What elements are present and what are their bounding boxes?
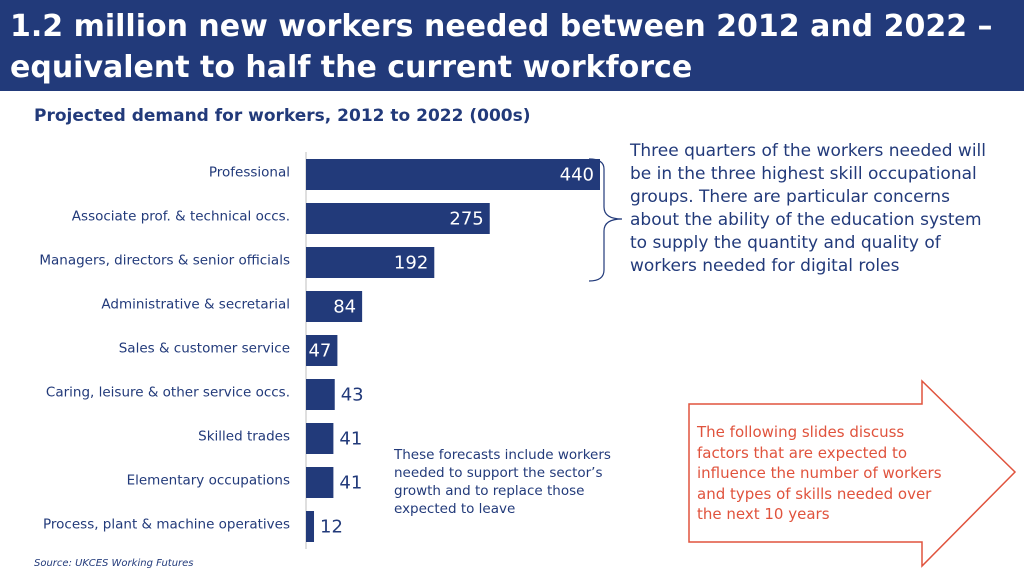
data-label: 43 <box>341 385 364 406</box>
forecast-note: These forecasts include workers needed t… <box>394 447 611 517</box>
data-label: 440 <box>560 165 594 186</box>
category-label: Administrative & secretarial <box>101 297 290 313</box>
data-label: 192 <box>394 253 428 274</box>
page-title: 1.2 million new workers needed between 2… <box>10 9 993 85</box>
data-label: 41 <box>339 429 362 450</box>
source-note: Source: UKCES Working Futures <box>34 558 194 569</box>
category-label: Associate prof. & technical occs. <box>72 209 290 225</box>
category-label: Managers, directors & senior officials <box>39 253 290 269</box>
category-label: Sales & customer service <box>119 341 290 357</box>
chart-title: Projected demand for workers, 2012 to 20… <box>34 106 531 126</box>
bar <box>306 247 435 278</box>
data-label: 84 <box>333 297 356 318</box>
data-label: 41 <box>339 473 362 494</box>
category-label: Elementary occupations <box>127 473 290 489</box>
category-label: Professional <box>209 165 290 181</box>
bar <box>306 423 334 454</box>
bar <box>306 159 600 190</box>
data-label: 47 <box>308 341 331 362</box>
data-label: 275 <box>449 209 483 230</box>
category-label: Skilled trades <box>198 429 290 445</box>
category-label: Process, plant & machine operatives <box>43 517 290 533</box>
bar <box>306 291 363 322</box>
next-slides-callout: The following slides discuss factors tha… <box>697 423 942 524</box>
skill-groups-note: Three quarters of the workers needed wil… <box>630 141 986 276</box>
bar <box>306 335 338 366</box>
top-three-bracket <box>588 158 623 282</box>
bar <box>306 203 490 234</box>
bar <box>306 511 315 542</box>
bar <box>306 379 335 410</box>
category-label: Caring, leisure & other service occs. <box>46 385 290 401</box>
data-label: 12 <box>320 517 343 538</box>
bar <box>306 467 334 498</box>
header-bar: 1.2 million new workers needed between 2… <box>0 0 1024 91</box>
